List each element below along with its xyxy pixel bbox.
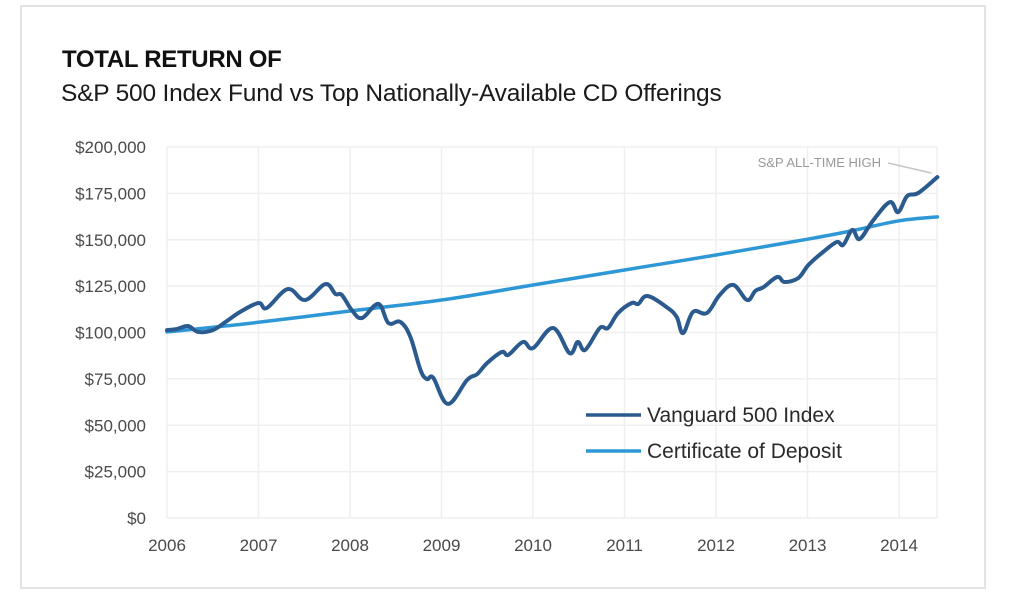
series-line-cd <box>165 215 940 334</box>
y-tick-label: $150,000 <box>75 231 146 250</box>
legend-label-vanguard: Vanguard 500 Index <box>647 404 835 427</box>
x-tick-label: 2014 <box>880 536 918 555</box>
x-tick-label: 2012 <box>697 536 735 555</box>
grid <box>166 146 938 519</box>
x-tick-label: 2011 <box>606 536 643 555</box>
y-tick-label: $175,000 <box>75 184 146 203</box>
y-tick-label: $100,000 <box>75 324 146 343</box>
x-tick-label: 2013 <box>789 536 827 555</box>
x-tick-label: 2006 <box>148 536 186 555</box>
y-tick-label: $50,000 <box>85 416 146 435</box>
y-axis-ticks: $0 $25,000 $50,000 $75,000 $100,000 $125,000 $… <box>75 138 146 528</box>
x-tick-label: 2009 <box>423 536 461 555</box>
y-tick-label: $75,000 <box>85 370 146 389</box>
legend-label-cd: Certificate of Deposit <box>647 440 842 463</box>
series-line-vanguard <box>165 175 940 406</box>
chart-title: TOTAL RETURN OF <box>62 46 282 73</box>
y-tick-label: $125,000 <box>75 277 146 296</box>
y-tick-label: $200,000 <box>75 138 146 157</box>
x-tick-label: 2010 <box>514 536 552 555</box>
annotation-group: S&P ALL-TIME HIGH <box>758 155 932 174</box>
chart-subtitle: S&P 500 Index Fund vs Top Nationally-Ava… <box>61 80 722 107</box>
legend: Vanguard 500 Index Certificate of Deposi… <box>586 404 842 463</box>
y-tick-label: $0 <box>127 509 146 528</box>
y-tick-label: $25,000 <box>85 463 146 482</box>
series-lines <box>165 175 940 406</box>
annotation-leader-line <box>887 162 932 174</box>
x-tick-label: 2007 <box>240 536 278 555</box>
chart-frame <box>20 5 986 589</box>
x-tick-label: 2008 <box>331 536 369 555</box>
annotation-label: S&P ALL-TIME HIGH <box>758 155 881 170</box>
x-axis-ticks: 2006 2007 2008 2009 2010 2011 2012 2013 2014 <box>148 536 918 555</box>
